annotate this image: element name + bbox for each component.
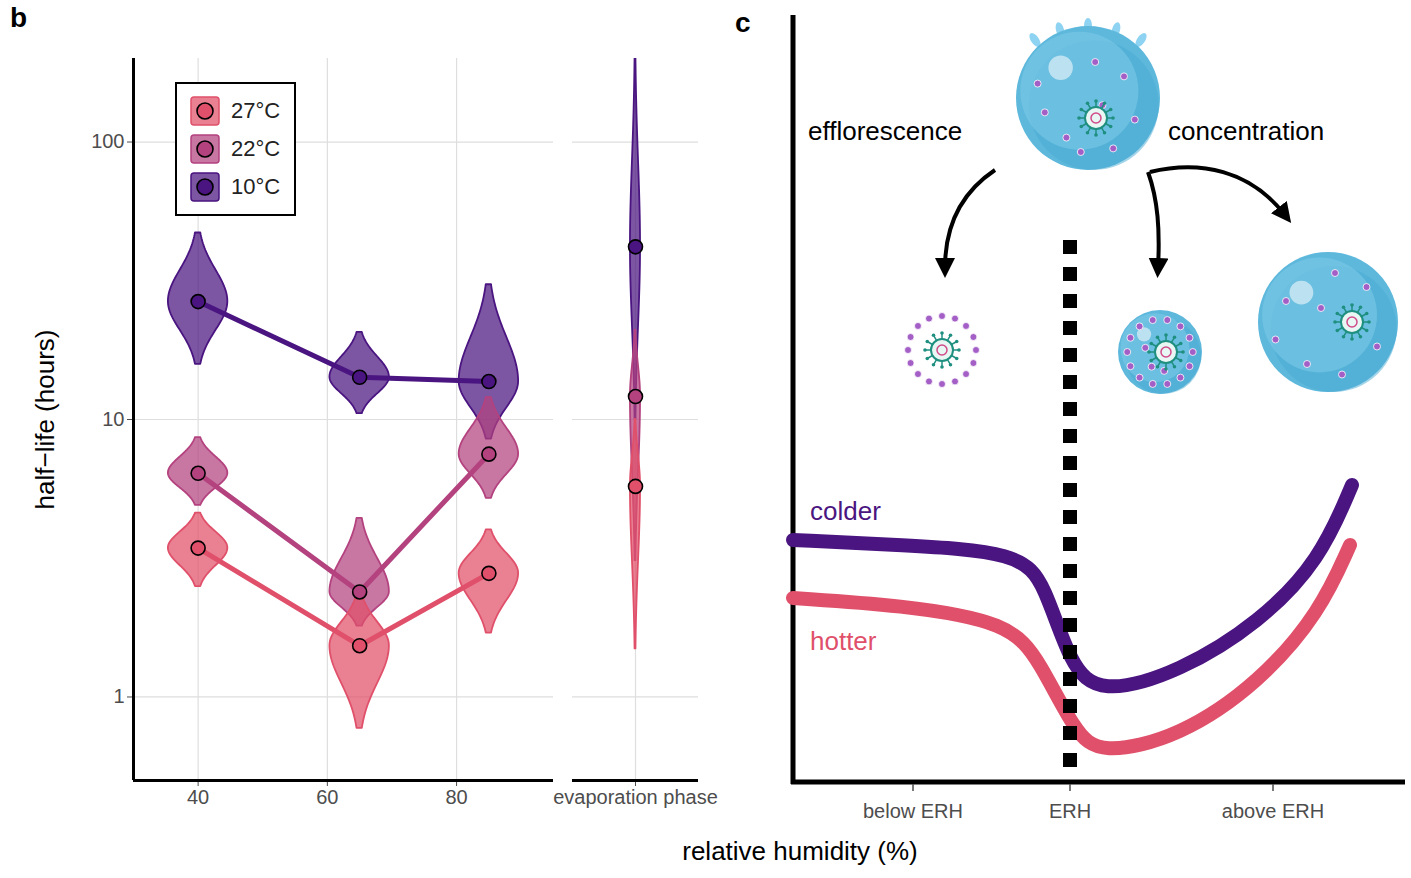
svg-text:efflorescence: efflorescence xyxy=(808,116,962,146)
svg-text:hotter: hotter xyxy=(810,626,877,656)
svg-text:half−life (hours): half−life (hours) xyxy=(30,330,60,510)
svg-text:colder: colder xyxy=(810,496,881,526)
svg-text:10: 10 xyxy=(102,408,124,430)
svg-text:evaporation phase: evaporation phase xyxy=(553,786,718,808)
html-text:27°C: 27°C xyxy=(231,98,281,123)
svg-text:60: 60 xyxy=(316,786,338,808)
html-text:relative humidity (%): relative humidity (%) xyxy=(682,836,918,866)
svg-text:40: 40 xyxy=(187,786,209,808)
svg-text:concentration: concentration xyxy=(1168,116,1324,146)
html-text:b: b xyxy=(10,2,28,33)
html-text:22°C: 22°C xyxy=(231,136,281,161)
svg-text:c: c xyxy=(735,7,751,38)
svg-text:ERH: ERH xyxy=(1049,800,1091,822)
svg-text:100: 100 xyxy=(91,130,124,152)
svg-text:80: 80 xyxy=(445,786,467,808)
html-text:10°C: 10°C xyxy=(231,174,281,199)
svg-text:1: 1 xyxy=(113,685,124,707)
svg-text:above ERH: above ERH xyxy=(1222,800,1324,822)
svg-text:below ERH: below ERH xyxy=(863,800,963,822)
